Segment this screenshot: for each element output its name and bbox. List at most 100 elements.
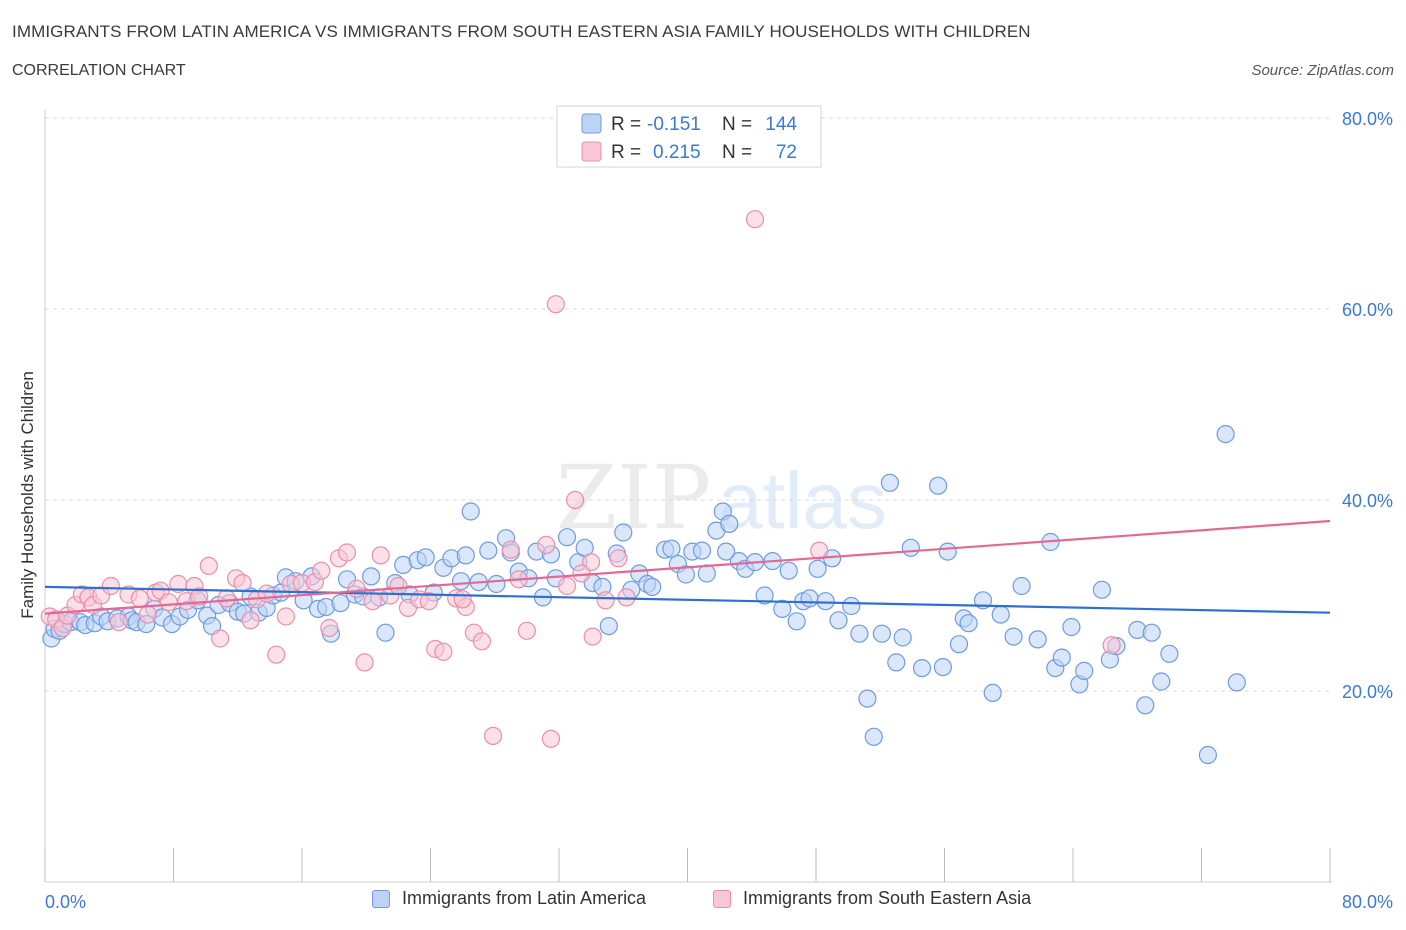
data-point [389, 576, 408, 596]
data-point [241, 611, 260, 630]
data-point [864, 727, 883, 746]
data-point [880, 473, 900, 492]
data-point [537, 535, 556, 555]
data-point [320, 618, 339, 638]
legend-n-value-2: 72 [776, 142, 797, 163]
data-point [901, 538, 920, 557]
source-label: Source: ZipAtlas.com [1251, 62, 1394, 79]
data-point [416, 548, 435, 567]
data-point [787, 612, 806, 631]
x-tick-label-min: 0.0% [45, 892, 86, 912]
data-point [517, 621, 537, 640]
data-point [1198, 745, 1218, 765]
y-tick-label: 20.0% [1342, 682, 1393, 702]
data-point [720, 514, 739, 534]
data-point [755, 586, 774, 605]
data-point [472, 632, 491, 651]
data-point [912, 658, 932, 678]
legend-swatch-pink [581, 141, 602, 162]
y-tick-label: 40.0% [1342, 491, 1393, 511]
data-point [363, 592, 382, 611]
data-point [773, 599, 792, 619]
data-point [716, 542, 736, 561]
data-point [1052, 648, 1071, 667]
data-point [842, 596, 861, 616]
data-point [858, 689, 877, 708]
data-point [1092, 580, 1112, 599]
legend-item-se-asia: Immigrants from South Eastern Asia [713, 888, 1031, 909]
data-point [949, 635, 969, 654]
legend-swatch-se-asia [713, 889, 731, 908]
data-point [599, 616, 618, 636]
data-point [991, 605, 1010, 624]
data-point [745, 210, 765, 229]
data-point [893, 628, 912, 647]
data-point [233, 573, 252, 593]
legend-label-latin-america: Immigrants from Latin America [402, 888, 647, 908]
data-point [614, 523, 633, 542]
legend-swatch-latin-america [372, 889, 390, 908]
data-point [371, 546, 390, 565]
data-point [1102, 636, 1121, 655]
data-point [541, 729, 561, 748]
data-point [451, 572, 471, 591]
data-point [190, 587, 209, 606]
data-points [40, 210, 1246, 765]
data-point [355, 653, 374, 672]
data-point [800, 589, 819, 608]
data-point [887, 653, 906, 672]
data-point [779, 561, 798, 580]
data-point [808, 559, 827, 578]
data-point [697, 564, 716, 583]
data-point [1028, 630, 1047, 649]
data-point [692, 541, 712, 560]
data-point [257, 584, 276, 603]
y-tick-label: 80.0% [1342, 109, 1393, 129]
data-point [829, 611, 848, 630]
data-point [662, 539, 681, 558]
data-point [1075, 661, 1094, 681]
legend-r-label-1: R = [611, 114, 641, 135]
data-point [583, 627, 602, 646]
legend-label-se-asia: Immigrants from South Eastern Asia [743, 888, 1032, 908]
data-point [933, 657, 953, 677]
data-point [312, 561, 331, 580]
legend-r-label-2: R = [611, 142, 641, 163]
data-point [501, 540, 520, 559]
trend-line-se-asia [44, 519, 1331, 615]
data-point [1004, 627, 1023, 646]
legend-swatch-blue [581, 113, 602, 134]
legend-n-label-2: N = [722, 142, 752, 163]
legend-n-label-1: N = [722, 114, 752, 135]
data-point [101, 576, 121, 596]
data-point [484, 726, 503, 746]
data-point [938, 542, 957, 561]
data-point [199, 556, 218, 576]
data-point [872, 624, 892, 643]
watermark-atlas: atlas [718, 456, 887, 545]
data-point [138, 605, 157, 624]
series-legend: Immigrants from Latin America Immigrants… [0, 888, 1406, 918]
data-point [676, 565, 696, 584]
data-point [276, 607, 295, 626]
data-point [816, 592, 835, 611]
tick-labels: 20.0% 40.0% 60.0% 80.0% 0.0% 80.0% [45, 109, 1393, 912]
data-point [1160, 644, 1179, 663]
data-point [928, 476, 948, 495]
x-tick-label-max: 80.0% [1342, 892, 1393, 912]
data-point [1136, 696, 1155, 715]
chart-title: IMMIGRANTS FROM LATIN AMERICA VS IMMIGRA… [12, 22, 1031, 41]
y-axis-label: Family Households with Children [18, 371, 37, 619]
trend-lines [44, 519, 1331, 615]
data-point [1062, 617, 1081, 637]
data-point [546, 295, 565, 314]
data-point [347, 579, 366, 598]
data-point [434, 642, 453, 661]
chart-subtitle: CORRELATION CHART [12, 62, 186, 79]
legend-item-latin-america: Immigrants from Latin America [372, 888, 646, 909]
data-point [479, 541, 498, 560]
data-point [487, 574, 506, 594]
data-point [609, 549, 628, 568]
data-point [643, 577, 662, 597]
